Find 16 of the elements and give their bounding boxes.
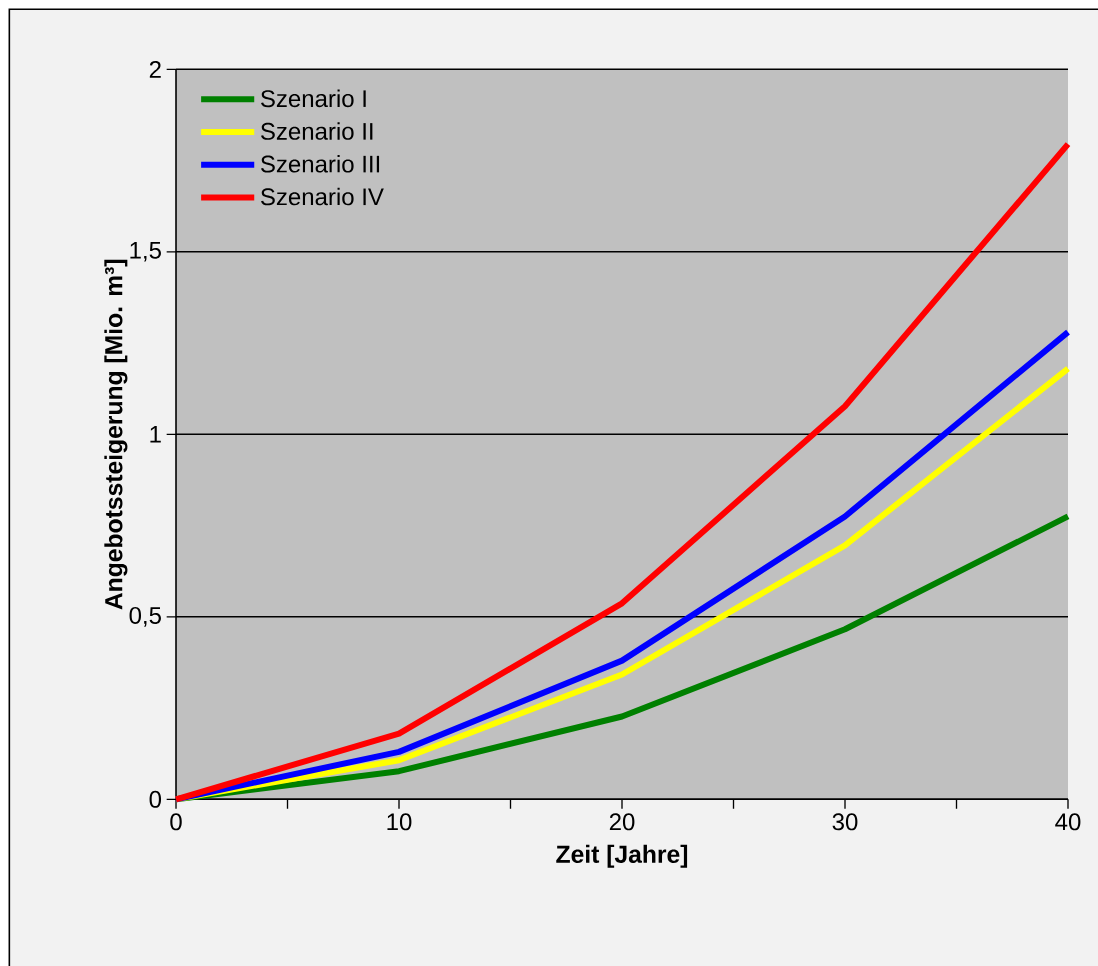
- y-tick-label: 0,5: [129, 606, 161, 627]
- y-tick-label: 1: [150, 426, 161, 443]
- legend-label: Szenario III: [260, 154, 380, 173]
- x-tick-label: 10: [387, 813, 412, 831]
- y-tick-label: 1,5: [130, 242, 161, 262]
- x-tick-label: 40: [1055, 813, 1081, 831]
- legend-label: Szenario II: [260, 122, 373, 140]
- x-axis-title: Zeit [Jahre]: [556, 844, 688, 868]
- y-axis-title: Angebotssteigerung [Mio. m³]: [104, 259, 128, 610]
- legend-label: Szenario I: [260, 89, 366, 108]
- x-tick-label: 30: [832, 813, 858, 831]
- y-tick-label: 0: [149, 790, 162, 808]
- x-tick-label: 0: [170, 813, 182, 831]
- legend-label: Szenario IV: [260, 187, 384, 206]
- y-tick-label: 2: [149, 60, 161, 78]
- x-tick-label: 20: [609, 813, 635, 831]
